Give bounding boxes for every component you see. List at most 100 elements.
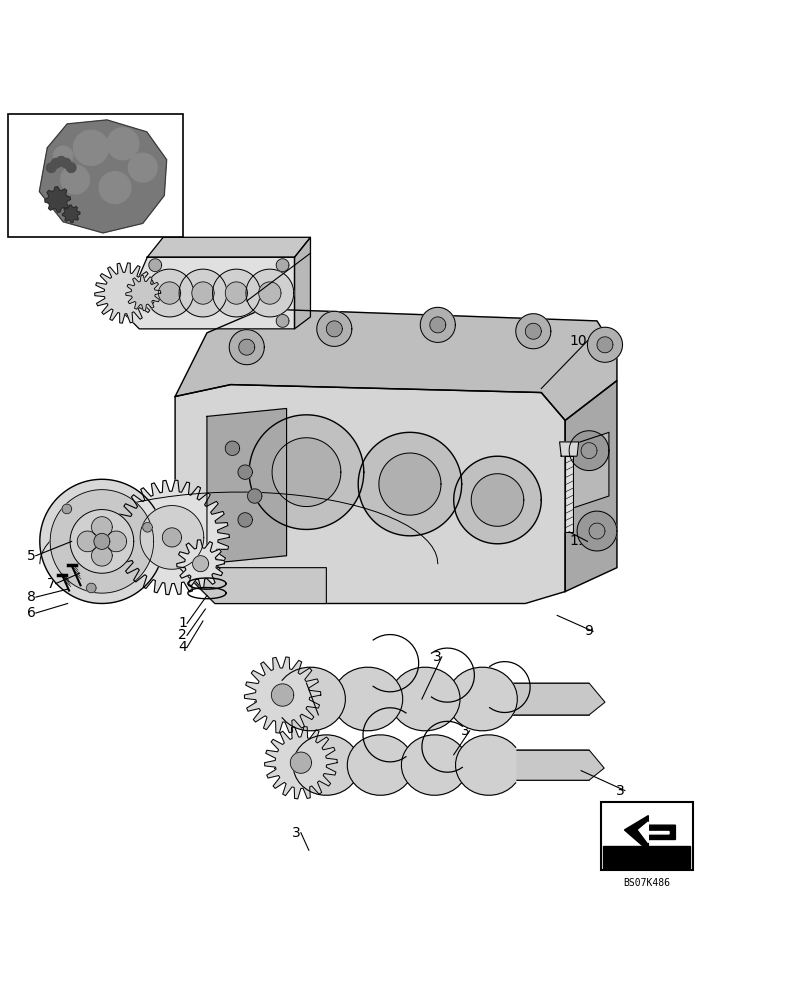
Polygon shape — [603, 846, 690, 868]
Text: 2: 2 — [178, 628, 187, 642]
Polygon shape — [66, 163, 76, 172]
Polygon shape — [207, 408, 287, 564]
Polygon shape — [430, 317, 446, 333]
Polygon shape — [271, 684, 294, 706]
Polygon shape — [396, 667, 460, 731]
Polygon shape — [53, 146, 72, 165]
Polygon shape — [454, 667, 517, 731]
Polygon shape — [516, 314, 551, 349]
Polygon shape — [45, 187, 70, 212]
Text: 3: 3 — [298, 676, 306, 690]
Polygon shape — [70, 510, 134, 573]
Text: 3: 3 — [292, 826, 301, 840]
Polygon shape — [573, 432, 609, 508]
Text: 11: 11 — [570, 534, 587, 548]
Polygon shape — [244, 657, 321, 733]
Polygon shape — [249, 415, 364, 529]
Polygon shape — [238, 513, 252, 527]
Text: 3: 3 — [433, 650, 442, 664]
Polygon shape — [92, 545, 112, 566]
Polygon shape — [62, 504, 72, 514]
Polygon shape — [525, 323, 541, 339]
Polygon shape — [126, 276, 161, 311]
Text: 8: 8 — [27, 590, 36, 604]
Polygon shape — [454, 456, 541, 544]
Polygon shape — [61, 158, 71, 168]
Text: 10: 10 — [570, 334, 587, 348]
Polygon shape — [140, 506, 204, 569]
Polygon shape — [77, 531, 98, 552]
Polygon shape — [291, 752, 311, 773]
Polygon shape — [295, 237, 310, 329]
Polygon shape — [239, 339, 255, 355]
Polygon shape — [317, 311, 352, 346]
Polygon shape — [99, 172, 131, 203]
Polygon shape — [87, 583, 96, 593]
Polygon shape — [358, 432, 462, 536]
Polygon shape — [40, 479, 164, 603]
Polygon shape — [225, 282, 248, 304]
Polygon shape — [162, 528, 181, 547]
Polygon shape — [142, 523, 152, 532]
Polygon shape — [106, 531, 127, 552]
Polygon shape — [213, 269, 260, 317]
Polygon shape — [379, 453, 441, 515]
Polygon shape — [115, 480, 229, 595]
Polygon shape — [193, 556, 209, 572]
Polygon shape — [175, 544, 326, 603]
Polygon shape — [638, 822, 669, 843]
Polygon shape — [471, 474, 524, 526]
Polygon shape — [255, 683, 605, 715]
Polygon shape — [123, 257, 295, 329]
Polygon shape — [282, 667, 345, 731]
Polygon shape — [420, 307, 455, 342]
Text: 7: 7 — [47, 577, 56, 591]
Polygon shape — [272, 438, 341, 507]
Polygon shape — [455, 735, 516, 795]
Polygon shape — [92, 517, 112, 537]
Polygon shape — [276, 315, 289, 327]
Polygon shape — [179, 269, 227, 317]
Polygon shape — [147, 237, 310, 257]
Polygon shape — [246, 269, 294, 317]
Polygon shape — [597, 337, 613, 353]
Text: 4: 4 — [178, 640, 187, 654]
Polygon shape — [259, 282, 281, 304]
Polygon shape — [264, 727, 338, 799]
Polygon shape — [128, 153, 157, 182]
Polygon shape — [275, 750, 604, 780]
Polygon shape — [326, 321, 342, 337]
Polygon shape — [401, 735, 462, 795]
Polygon shape — [293, 735, 353, 795]
Polygon shape — [158, 282, 181, 304]
Polygon shape — [229, 330, 264, 365]
Polygon shape — [560, 442, 579, 456]
Polygon shape — [46, 163, 56, 172]
Text: 9: 9 — [584, 624, 593, 638]
Text: 6: 6 — [27, 606, 36, 620]
Text: 1: 1 — [178, 616, 187, 630]
Polygon shape — [177, 540, 224, 588]
Polygon shape — [175, 309, 617, 420]
Polygon shape — [57, 157, 66, 166]
Polygon shape — [95, 263, 155, 323]
Polygon shape — [569, 431, 609, 471]
Polygon shape — [347, 735, 408, 795]
Polygon shape — [175, 385, 565, 603]
Polygon shape — [50, 490, 154, 593]
Bar — [8, 114, 183, 237]
Polygon shape — [39, 120, 166, 233]
Polygon shape — [149, 259, 162, 272]
Polygon shape — [107, 128, 139, 160]
Polygon shape — [565, 456, 573, 532]
Polygon shape — [146, 269, 193, 317]
Bar — [601, 802, 693, 870]
Polygon shape — [276, 259, 289, 272]
Polygon shape — [94, 533, 110, 549]
Polygon shape — [192, 282, 214, 304]
Text: 3: 3 — [616, 784, 625, 798]
Polygon shape — [60, 165, 89, 194]
Text: 5: 5 — [27, 549, 36, 563]
Polygon shape — [238, 465, 252, 479]
Polygon shape — [248, 489, 262, 503]
